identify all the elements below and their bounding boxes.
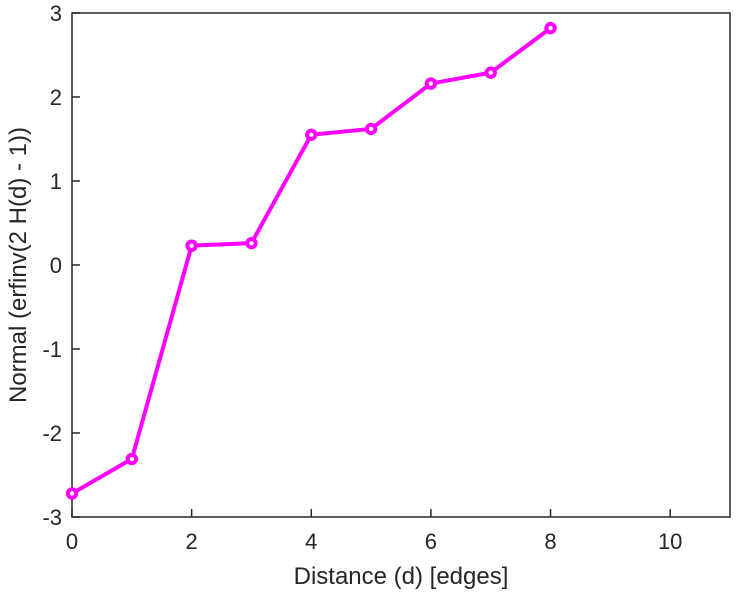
- data-point-marker: [185, 239, 198, 252]
- data-point-marker: [245, 236, 258, 250]
- plot-box: [71, 12, 731, 518]
- y-tick-label: -2: [42, 421, 62, 446]
- data-point-marker: [364, 122, 378, 136]
- y-tick-label: 1: [50, 169, 62, 194]
- data-point-marker: [424, 77, 438, 90]
- y-tick-label: -3: [42, 505, 62, 530]
- data-point-marker: [544, 21, 557, 35]
- y-tick-label: 0: [50, 253, 62, 278]
- data-line: [70, 26, 553, 496]
- x-tick-label: 6: [425, 529, 437, 554]
- y-tick-label: 3: [50, 1, 62, 26]
- y-tick-label: 2: [50, 85, 62, 110]
- data-point-marker: [484, 66, 497, 79]
- x-tick-label: 8: [544, 529, 556, 554]
- x-tick-label: 0: [66, 529, 78, 554]
- x-axis-label: Distance (d) [edges]: [294, 563, 509, 590]
- x-tick-label: 4: [305, 529, 317, 554]
- y-tick-label: -1: [42, 337, 62, 362]
- x-tick-label: 2: [186, 529, 198, 554]
- data-point-marker: [65, 487, 79, 500]
- y-axis-label: Normal (erfinv(2 H(d) - 1)): [5, 127, 32, 403]
- axes-layer: 0 2 4 6 8 10 -3 -2 -1 0 1 2 3: [42, 1, 731, 554]
- data-point-marker: [305, 128, 318, 142]
- data-point-marker: [125, 452, 139, 466]
- data-series-layer: [65, 21, 557, 500]
- x-tick-label: 10: [658, 529, 682, 554]
